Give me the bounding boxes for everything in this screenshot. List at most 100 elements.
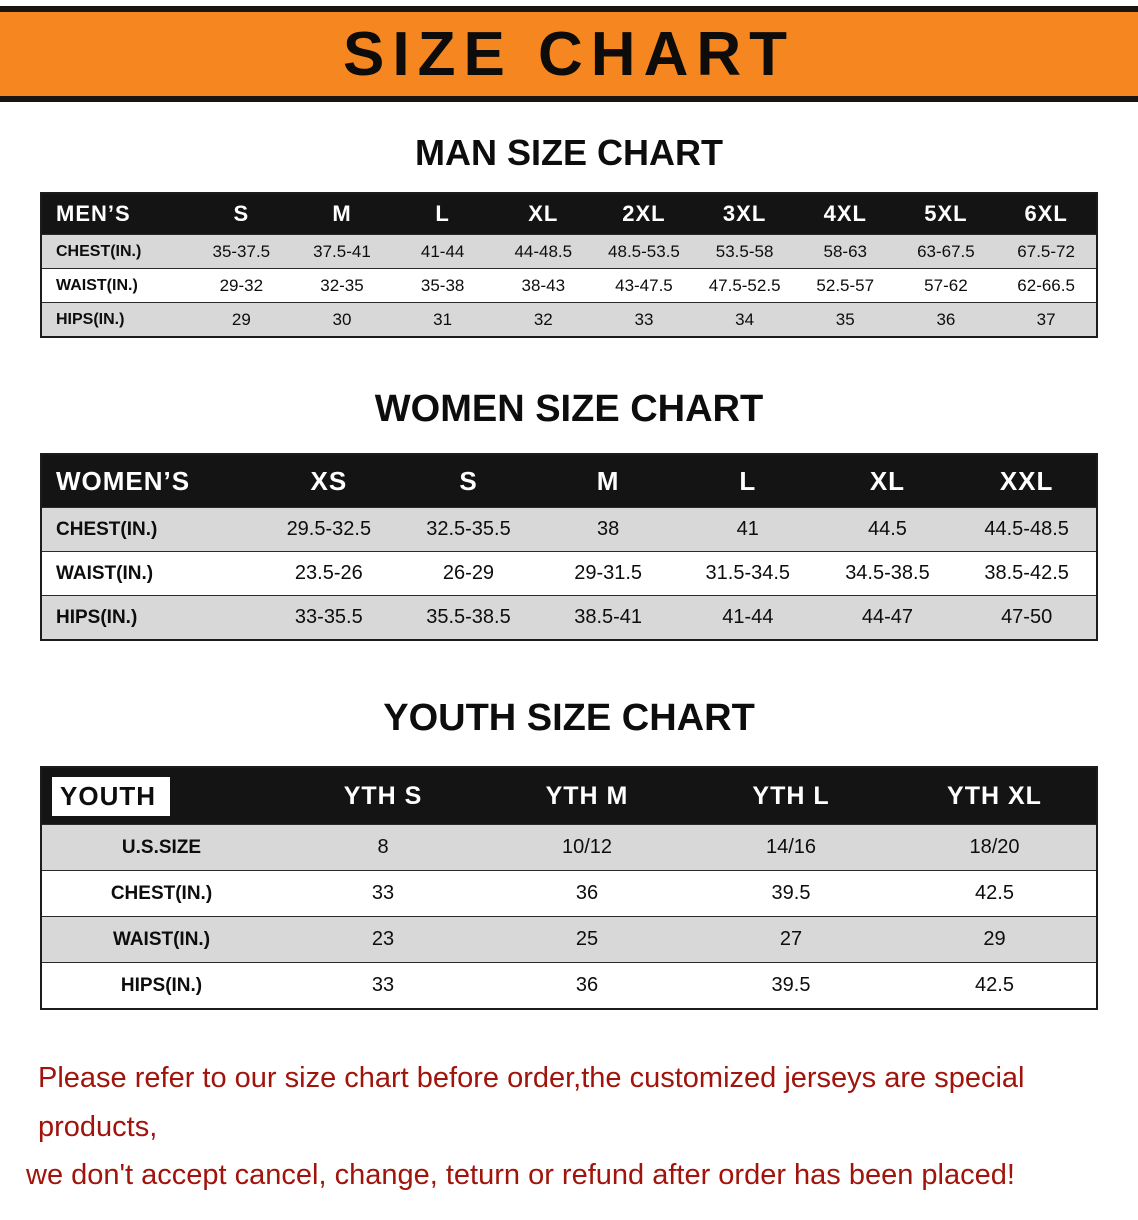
men-table-cell: 48.5-53.5	[593, 234, 695, 269]
youth-table-cell: 42.5	[893, 962, 1097, 1010]
men-table-cell: 57-62	[895, 268, 997, 303]
men-table-cell: 35-37.5	[191, 234, 292, 269]
women-table-row: HIPS(IN.) 33-35.5 35.5-38.5 38.5-41 41-44 44-…	[41, 595, 1097, 641]
women-table-cell: 35.5-38.5	[398, 595, 539, 641]
youth-section-heading: YOUTH SIZE CHART	[383, 697, 755, 739]
men-table-cell: 32	[492, 302, 594, 338]
youth-column-header: YTH L	[689, 766, 893, 825]
women-table-cell: 41-44	[677, 595, 818, 641]
men-table-cell: 37	[996, 302, 1097, 338]
women-table-cell: 34.5-38.5	[817, 551, 958, 596]
banner-title: SIZE CHART	[343, 19, 795, 89]
women-table-cell: 23.5-26	[259, 551, 399, 596]
youth-size-table: YOUTH YTH S YTH M YTH L YTH XL U.S.SIZE 8 10/12…	[40, 766, 1098, 1010]
men-table-cell: 53.5-58	[694, 234, 795, 269]
youth-table-row: U.S.SIZE 8 10/12 14/16 18/20	[41, 824, 1097, 871]
men-table-cell: 31	[392, 302, 493, 338]
women-column-header: XS	[259, 453, 399, 508]
youth-table-row: HIPS(IN.) 33 36 39.5 42.5	[41, 962, 1097, 1010]
women-table-cell: 44.5-48.5	[957, 507, 1097, 552]
youth-section: YOUTH SIZE CHART YOUTH YTH S YTH M YTH L YTH…	[0, 697, 1138, 1010]
youth-table-cell: 14/16	[689, 824, 893, 871]
women-table-cell: 31.5-34.5	[677, 551, 818, 596]
men-column-header: 6XL	[996, 192, 1097, 235]
youth-table-cell: 25	[485, 916, 689, 963]
men-table-cell: 35-38	[392, 268, 493, 303]
women-column-header: L	[677, 453, 818, 508]
men-row-label: HIPS(IN.)	[41, 302, 191, 338]
women-row-label: CHEST(IN.)	[41, 507, 259, 552]
men-row-label: WAIST(IN.)	[41, 268, 191, 303]
men-column-header: S	[191, 192, 292, 235]
women-table-cell: 47-50	[957, 595, 1097, 641]
men-table-cell: 29	[191, 302, 292, 338]
women-table-cell: 38	[538, 507, 678, 552]
youth-table-cell: 27	[689, 916, 893, 963]
men-table-cell: 44-48.5	[492, 234, 594, 269]
men-section: MAN SIZE CHART MEN’S S M L XL 2XL 3XL 4XL 5XL 6XL…	[0, 132, 1138, 338]
youth-row-label: U.S.SIZE	[41, 824, 281, 871]
women-header-row: WOMEN’S XS S M L XL XXL	[41, 453, 1097, 508]
men-column-header: 5XL	[895, 192, 997, 235]
women-table-cell: 32.5-35.5	[398, 507, 539, 552]
youth-corner-label: YOUTH	[41, 766, 281, 825]
footer-note: Please refer to our size chart before or…	[0, 1054, 1138, 1220]
men-table-row: HIPS(IN.) 29 30 31 32 33 34 35 36 37	[41, 302, 1097, 338]
men-table-cell: 33	[593, 302, 695, 338]
women-column-header: XXL	[957, 453, 1097, 508]
footer-note-line-1: Please refer to our size chart before or…	[38, 1062, 1025, 1143]
men-table-cell: 58-63	[794, 234, 896, 269]
men-table-cell: 62-66.5	[996, 268, 1097, 303]
youth-table-cell: 39.5	[689, 870, 893, 917]
women-column-header: S	[398, 453, 539, 508]
men-table-cell: 29-32	[191, 268, 292, 303]
men-table-cell: 32-35	[291, 268, 393, 303]
men-column-header: 3XL	[694, 192, 795, 235]
youth-table-cell: 39.5	[689, 962, 893, 1010]
youth-table-cell: 29	[893, 916, 1097, 963]
men-column-header: 4XL	[794, 192, 896, 235]
men-column-header: M	[291, 192, 393, 235]
youth-table-cell: 33	[281, 962, 485, 1010]
youth-table-cell: 36	[485, 962, 689, 1010]
youth-table-cell: 18/20	[893, 824, 1097, 871]
women-table-cell: 33-35.5	[259, 595, 399, 641]
women-table-cell: 29.5-32.5	[259, 507, 399, 552]
youth-row-label: WAIST(IN.)	[41, 916, 281, 963]
women-size-table: WOMEN’S XS S M L XL XXL CHEST(IN.) 29.5-32.5 32.5…	[40, 453, 1098, 641]
youth-table-row: CHEST(IN.) 33 36 39.5 42.5	[41, 870, 1097, 917]
men-table-cell: 67.5-72	[996, 234, 1097, 269]
men-table-cell: 52.5-57	[794, 268, 896, 303]
youth-table-cell: 10/12	[485, 824, 689, 871]
youth-column-header: YTH S	[281, 766, 485, 825]
men-table-cell: 35	[794, 302, 896, 338]
youth-column-header: YTH XL	[893, 766, 1097, 825]
women-table-cell: 26-29	[398, 551, 539, 596]
youth-header-row: YOUTH YTH S YTH M YTH L YTH XL	[41, 766, 1097, 825]
men-corner-label: MEN’S	[41, 192, 191, 235]
footer-note-line-2: we don't accept cancel, change, teturn o…	[26, 1159, 1015, 1192]
women-row-label: WAIST(IN.)	[41, 551, 259, 596]
youth-corner-label-text: YOUTH	[52, 776, 170, 816]
women-table-row: WAIST(IN.) 23.5-26 26-29 29-31.5 31.5-34.5 34…	[41, 551, 1097, 596]
women-table-cell: 29-31.5	[538, 551, 678, 596]
men-table-cell: 34	[694, 302, 795, 338]
women-table-cell: 38.5-41	[538, 595, 678, 641]
women-table-cell: 38.5-42.5	[957, 551, 1097, 596]
youth-row-label: CHEST(IN.)	[41, 870, 281, 917]
women-row-label: HIPS(IN.)	[41, 595, 259, 641]
women-corner-label: WOMEN’S	[41, 453, 259, 508]
youth-column-header: YTH M	[485, 766, 689, 825]
youth-row-label: HIPS(IN.)	[41, 962, 281, 1010]
men-table-cell: 63-67.5	[895, 234, 997, 269]
men-table-cell: 37.5-41	[291, 234, 393, 269]
men-table-cell: 47.5-52.5	[694, 268, 795, 303]
men-table-cell: 43-47.5	[593, 268, 695, 303]
women-table-cell: 44-47	[817, 595, 958, 641]
women-table-cell: 44.5	[817, 507, 958, 552]
men-table-row: CHEST(IN.) 35-37.5 37.5-41 41-44 44-48.5 48.5…	[41, 234, 1097, 269]
men-table-row: WAIST(IN.) 29-32 32-35 35-38 38-43 43-47.5 47.…	[41, 268, 1097, 303]
youth-table-cell: 33	[281, 870, 485, 917]
men-table-cell: 41-44	[392, 234, 493, 269]
